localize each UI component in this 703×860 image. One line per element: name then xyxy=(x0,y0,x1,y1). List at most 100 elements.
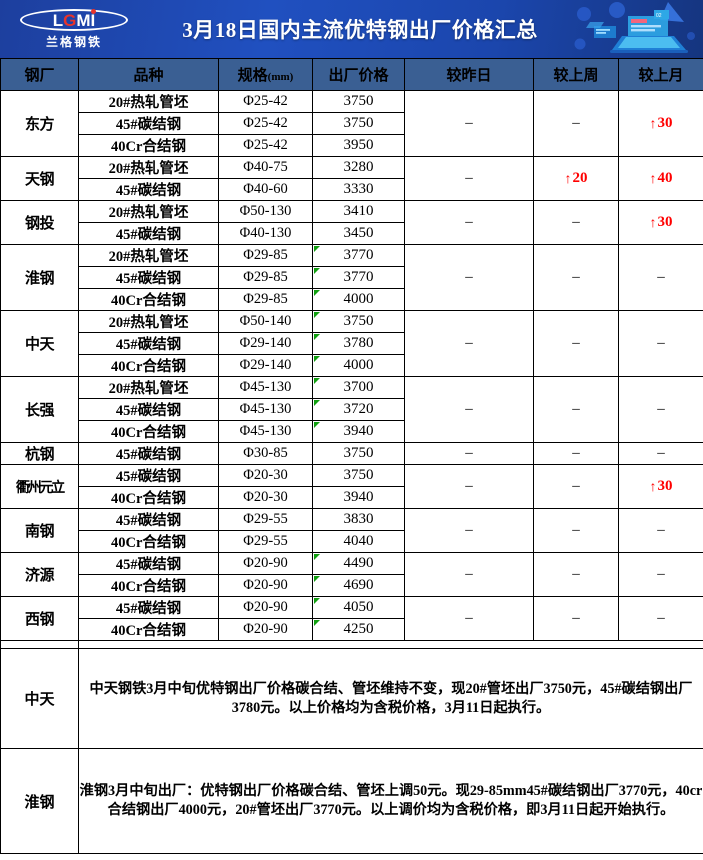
cell-variety: 20#热轧管坯 xyxy=(78,310,219,333)
cell-variety: 20#热轧管坯 xyxy=(78,156,219,179)
cell-variety: 45#碳结钢 xyxy=(78,332,219,355)
cell-mill-name: 衢州元立 xyxy=(0,464,79,509)
change-value: 20 xyxy=(572,170,588,186)
cell-variety: 45#碳结钢 xyxy=(78,398,219,421)
table-row: 40Cr合结钢 Φ29-85 4000 xyxy=(1,288,703,311)
tech-illustration-icon: 02 xyxy=(574,2,695,53)
change-value: 40 xyxy=(657,170,673,186)
cell-variety: 40Cr合结钢 xyxy=(78,574,219,597)
cell-mill-name: 钢投 xyxy=(0,200,79,245)
cell-vs-yesterday: – xyxy=(404,244,534,311)
cell-variety: 45#碳结钢 xyxy=(78,222,219,245)
cell-vs-lastweek: – xyxy=(533,310,619,377)
col-header-spec-unit: (mm) xyxy=(267,71,294,83)
cell-mill-name: 西钢 xyxy=(0,596,79,641)
change-value: 30 xyxy=(657,115,673,131)
cell-variety: 40Cr合结钢 xyxy=(78,134,219,157)
cell-price: 3750 xyxy=(312,112,405,135)
cell-price: 4000 xyxy=(312,288,405,311)
table-row: 杭钢 45#碳结钢 Φ30-85 3750 – – – xyxy=(0,442,703,465)
spacer-cell-right xyxy=(78,640,703,649)
col-header-variety: 品种 xyxy=(78,58,219,91)
cell-vs-lastweek: – xyxy=(533,596,619,641)
col-header-vs-lastmonth: 较上月 xyxy=(618,58,703,91)
cell-spec: Φ29-85 xyxy=(218,244,313,267)
cell-vs-yesterday: – xyxy=(404,310,534,377)
cell-spec: Φ50-140 xyxy=(218,310,313,333)
table-row: 45#碳结钢 Φ45-130 3720 xyxy=(1,398,703,421)
logo-letter-i: I xyxy=(91,8,97,29)
no-change-dash: – xyxy=(465,170,473,186)
cell-vs-lastweek: – xyxy=(533,508,619,553)
cell-spec: Φ45-130 xyxy=(218,420,313,443)
no-change-dash: – xyxy=(572,478,580,494)
cell-spec: Φ25-42 xyxy=(218,112,313,135)
cell-price: 3830 xyxy=(312,508,405,531)
table-spacer-row xyxy=(0,640,703,649)
cell-vs-lastweek: – xyxy=(533,442,619,465)
cell-vs-lastmonth: – xyxy=(618,310,703,377)
no-change-dash: – xyxy=(465,401,473,417)
arrow-up-icon: ↑ xyxy=(649,216,657,231)
cell-spec: Φ40-130 xyxy=(218,222,313,245)
table-row: 中天 20#热轧管坯 Φ50-140 3750 – – – xyxy=(0,310,703,377)
cell-variety: 20#热轧管坯 xyxy=(78,90,219,113)
spacer-cell-left xyxy=(0,640,79,649)
no-change-dash: – xyxy=(465,269,473,285)
cell-price: 4690 xyxy=(312,574,405,597)
cell-variety: 45#碳结钢 xyxy=(78,596,219,619)
no-change-dash: – xyxy=(572,401,580,417)
logo-dot-icon xyxy=(91,8,97,14)
col-header-spec-text: 规格 xyxy=(237,68,268,84)
cell-spec: Φ40-75 xyxy=(218,156,313,179)
table-row: 40Cr合结钢 Φ45-130 3940 xyxy=(1,420,703,443)
cell-vs-lastweek: – xyxy=(533,552,619,597)
no-change-dash: – xyxy=(465,522,473,538)
cell-spec: Φ50-130 xyxy=(218,200,313,223)
cell-price: 4000 xyxy=(312,354,405,377)
no-change-dash: – xyxy=(657,445,665,461)
cell-price: 3450 xyxy=(312,222,405,245)
no-change-dash: – xyxy=(657,522,665,538)
arrow-up-icon: ↑ xyxy=(649,480,657,495)
col-header-vs-yesterday: 较昨日 xyxy=(404,58,534,91)
cell-price: 3410 xyxy=(312,200,405,223)
cell-price: 3750 xyxy=(312,90,405,113)
cell-variety: 40Cr合结钢 xyxy=(78,420,219,443)
cell-vs-lastmonth: – xyxy=(618,508,703,553)
cell-variety: 20#热轧管坯 xyxy=(78,200,219,223)
cell-price: 4040 xyxy=(312,530,405,553)
cell-variety: 45#碳结钢 xyxy=(78,178,219,201)
table-row: 45#碳结钢 Φ25-42 3750 xyxy=(1,112,703,135)
cell-vs-lastweek: – xyxy=(533,244,619,311)
change-value: 30 xyxy=(657,478,673,494)
cell-variety: 40Cr合结钢 xyxy=(78,354,219,377)
cell-spec: Φ20-90 xyxy=(218,618,313,641)
arrow-up-icon: ↑ xyxy=(649,117,657,132)
cell-spec: Φ30-85 xyxy=(218,442,313,465)
cell-price: 3330 xyxy=(312,178,405,201)
cell-mill-name: 中天 xyxy=(0,310,79,377)
cell-variety: 40Cr合结钢 xyxy=(78,288,219,311)
cell-variety: 40Cr合结钢 xyxy=(78,530,219,553)
table-row: 40Cr合结钢 Φ20-90 4250 xyxy=(1,618,703,641)
no-change-dash: – xyxy=(657,566,665,582)
cell-vs-lastmonth: – xyxy=(618,244,703,311)
arrow-up-icon: ↑ xyxy=(564,172,572,187)
logo-letter-g: G xyxy=(63,10,77,30)
table-row: 45#碳结钢 Φ29-85 3770 xyxy=(1,266,703,289)
cell-vs-yesterday: – xyxy=(404,90,534,157)
cell-vs-yesterday: – xyxy=(404,596,534,641)
col-header-vs-lastweek: 较上周 xyxy=(533,58,619,91)
steel-price-table: 钢厂 品种 规格(mm) 出厂价格 较昨日 较上周 较上月 东方 20#热轧管坯 Φ… xyxy=(0,58,703,854)
cell-vs-lastmonth: – xyxy=(618,442,703,465)
cell-variety: 45#碳结钢 xyxy=(78,552,219,575)
cell-vs-lastweek: – xyxy=(533,376,619,443)
cell-spec: Φ29-85 xyxy=(218,288,313,311)
no-change-dash: – xyxy=(465,478,473,494)
cell-vs-lastmonth: – xyxy=(618,376,703,443)
no-change-dash: – xyxy=(465,610,473,626)
cell-price: 4250 xyxy=(312,618,405,641)
no-change-dash: – xyxy=(572,335,580,351)
